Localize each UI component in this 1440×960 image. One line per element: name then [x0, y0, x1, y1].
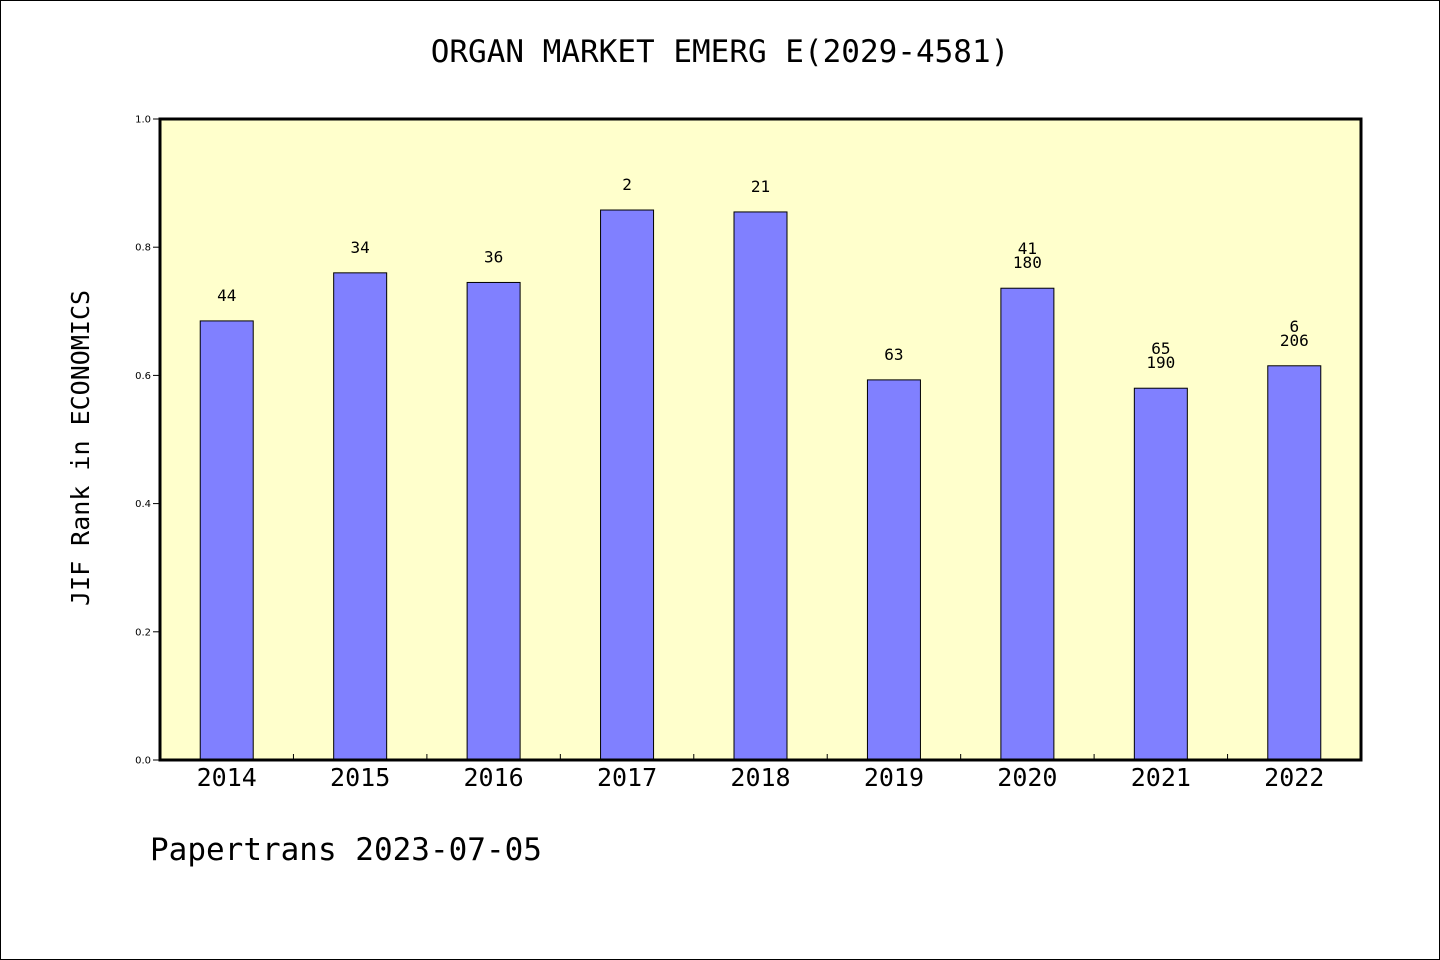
x-tick-label: 2019 — [864, 763, 924, 792]
bar-value-label: 21 — [751, 177, 770, 196]
x-tick-label: 2020 — [997, 763, 1057, 792]
bar-value-label: 206 — [1280, 331, 1309, 350]
chart-title: ORGAN MARKET EMERG E(2029-4581) — [430, 34, 1010, 70]
y-tick-label: 0.8 — [135, 243, 151, 254]
y-tick-label: 0.2 — [135, 627, 151, 638]
bar-2017 — [600, 209, 655, 761]
bar-value-label: 190 — [1146, 353, 1175, 372]
bar-value-label: 63 — [884, 345, 903, 364]
x-tick-label: 2016 — [464, 763, 524, 792]
bar-2016 — [466, 281, 521, 761]
y-tick-label: 1.0 — [135, 115, 151, 126]
bar-value-label: 41 — [1018, 239, 1037, 258]
y-tick-label: 0.4 — [135, 499, 151, 510]
x-tick-label: 2018 — [730, 763, 790, 792]
x-tick-label: 2022 — [1264, 763, 1324, 792]
x-tick-label: 2015 — [330, 763, 390, 792]
plot-border — [158, 117, 1363, 762]
footer-text: Papertrans 2023-07-05 — [150, 832, 542, 868]
bar-value-label: 65 — [1151, 339, 1170, 358]
bar-value-label: 2 — [622, 175, 632, 194]
bar-value-label: 34 — [351, 238, 370, 257]
bar-2014 — [199, 320, 254, 761]
y-tick-label: 0.0 — [135, 756, 151, 767]
y-tick-label: 0.6 — [135, 371, 151, 382]
bar-2018 — [733, 211, 788, 761]
bar-2015 — [333, 272, 388, 761]
y-axis-label: JIF Rank in ECONOMICS — [66, 290, 95, 606]
bar-value-label: 6 — [1289, 317, 1299, 336]
bar-2020 — [1000, 287, 1055, 761]
bar-value-label: 44 — [217, 286, 236, 305]
x-tick-label: 2017 — [597, 763, 657, 792]
bar-value-label: 36 — [484, 247, 503, 266]
x-tick-label: 2021 — [1131, 763, 1191, 792]
bar-2022 — [1267, 365, 1322, 761]
bar-value-label: 180 — [1013, 253, 1042, 272]
x-tick-label: 2014 — [197, 763, 257, 792]
bar-2019 — [866, 379, 921, 761]
bar-2021 — [1133, 387, 1188, 761]
